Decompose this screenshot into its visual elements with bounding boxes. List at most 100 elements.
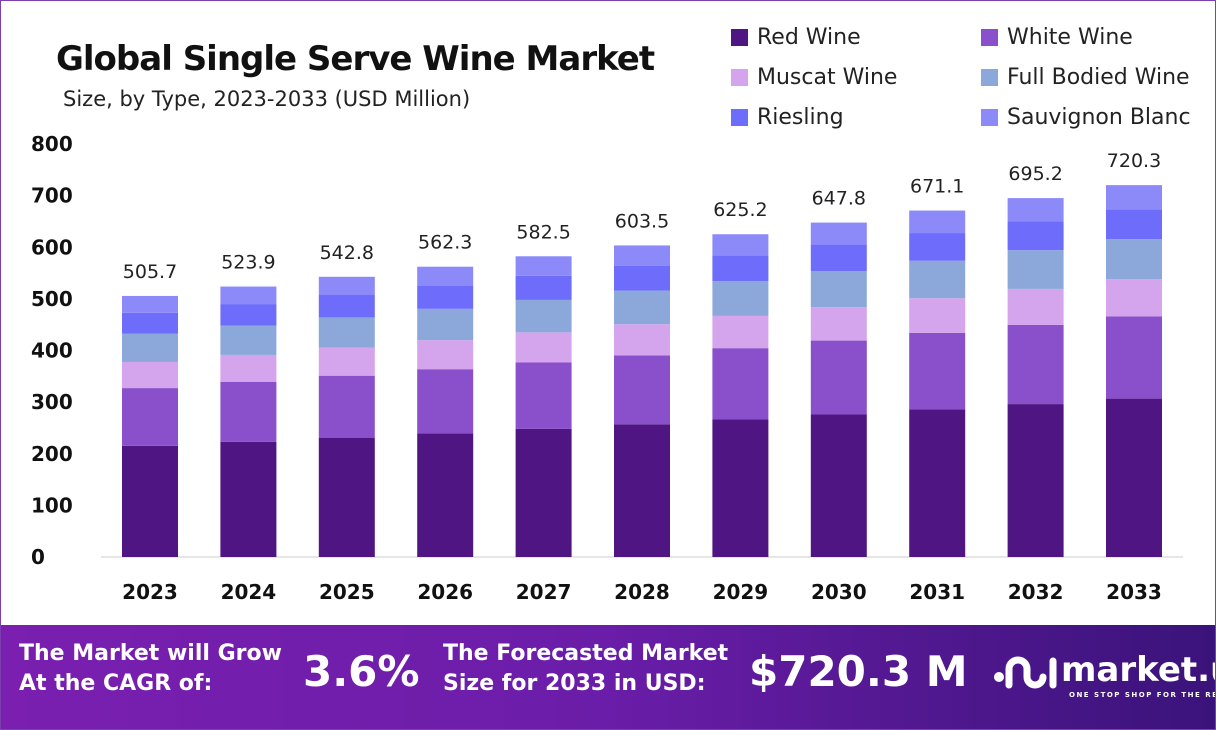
legend-item: Muscat Wine [731, 65, 897, 90]
y-tick-label: 700 [31, 184, 73, 208]
legend-item: White Wine [981, 25, 1133, 50]
bar-segment-full-bodied-wine [417, 308, 474, 341]
bar-segment-white-wine [417, 369, 474, 434]
bar-segment-white-wine [712, 348, 769, 420]
bar-segment-red-wine [220, 441, 277, 557]
y-tick-label: 0 [31, 545, 45, 569]
bar-segment-muscat-wine [417, 340, 474, 370]
bar-segment-white-wine [1106, 316, 1162, 399]
forecast-label-line-1: The Forecasted Market [443, 641, 729, 666]
y-tick-label: 600 [31, 235, 73, 259]
bar-segment-full-bodied-wine [614, 290, 670, 325]
cagr-value: 3.6% [303, 647, 420, 696]
forecast-label-line-2: Size for 2033 in USD: [443, 671, 706, 696]
x-tick-label: 2026 [417, 580, 473, 604]
bar-segment-muscat-wine [1106, 279, 1162, 317]
logo-text: market.us [1061, 650, 1215, 690]
x-tick-label: 2028 [614, 580, 670, 604]
bar-segment-muscat-wine [515, 332, 572, 363]
legend-swatch [981, 29, 998, 46]
x-tick-label: 2032 [1008, 580, 1064, 604]
legend-item: Red Wine [731, 25, 861, 50]
bar-segment-red-wine [1106, 398, 1162, 557]
bar-segment-white-wine [515, 362, 572, 429]
legend-label: Sauvignon Blanc [1007, 105, 1191, 130]
bar-segment-muscat-wine [122, 361, 178, 389]
bar-segment-riesling [1007, 221, 1064, 251]
bar-segment-muscat-wine [614, 324, 670, 356]
bar-segment-riesling [318, 295, 375, 318]
bar-segment-white-wine [810, 340, 867, 415]
bar-segment-muscat-wine [909, 298, 966, 333]
forecast-value: $720.3 M [749, 647, 968, 696]
total-label: 562.3 [418, 232, 472, 254]
legend-swatch [731, 109, 748, 126]
bar-segment-red-wine [614, 424, 670, 557]
bar-segment-sauvignon-blanc [909, 210, 966, 234]
chart-subtitle: Size, by Type, 2023-2033 (USD Million) [63, 87, 471, 111]
footer-banner: The Market will Grow At the CAGR of: 3.6… [1, 625, 1215, 729]
legend-label: Full Bodied Wine [1007, 65, 1190, 90]
bar-segment-riesling [712, 255, 769, 282]
bar-segment-full-bodied-wine [515, 299, 572, 333]
y-tick-label: 800 [31, 132, 73, 156]
bar-segment-riesling [1106, 209, 1162, 240]
bar-segment-white-wine [122, 388, 178, 446]
x-tick-label: 2027 [516, 580, 572, 604]
legend-label: Red Wine [757, 25, 861, 50]
total-label: 505.7 [123, 261, 177, 283]
bar-segment-red-wine [122, 445, 178, 557]
bar-segment-red-wine [810, 414, 867, 557]
x-tick-label: 2033 [1106, 580, 1162, 604]
bar-segment-muscat-wine [810, 307, 867, 341]
legend-swatch [981, 69, 998, 86]
y-tick-label: 300 [31, 390, 73, 414]
bar-segment-sauvignon-blanc [417, 266, 474, 286]
legend-label: Muscat Wine [757, 65, 898, 90]
logo-mark-icon [994, 656, 1057, 689]
total-label: 720.3 [1107, 150, 1161, 172]
x-tick-label: 2023 [122, 580, 178, 604]
legend-swatch [981, 109, 998, 126]
bar-segment-sauvignon-blanc [1106, 185, 1162, 210]
bar-segment-red-wine [712, 419, 769, 557]
bar-segment-full-bodied-wine [318, 317, 375, 348]
bar-segment-full-bodied-wine [1106, 239, 1162, 280]
bar-segment-full-bodied-wine [122, 333, 178, 362]
market-us-logo: market.us ONE STOP SHOP FOR THE REPORTS [991, 647, 1215, 699]
x-tick-label: 2024 [221, 580, 277, 604]
bar-segment-red-wine [515, 428, 572, 557]
legend-item: Riesling [731, 105, 844, 130]
bar-segment-muscat-wine [318, 347, 375, 376]
bar-segment-full-bodied-wine [712, 281, 769, 316]
bar-segment-full-bodied-wine [909, 260, 966, 299]
bar-segment-red-wine [417, 433, 474, 557]
bar-segment-white-wine [318, 375, 375, 438]
legend-swatch [731, 69, 748, 86]
bar-segment-sauvignon-blanc [122, 295, 178, 313]
y-tick-label: 400 [31, 339, 73, 363]
bar-segment-riesling [220, 304, 277, 326]
bar-segment-sauvignon-blanc [614, 245, 670, 266]
bar-segment-muscat-wine [712, 315, 769, 349]
bar-segment-white-wine [1007, 324, 1064, 405]
forecast-label: The Forecasted Market Size for 2033 in U… [443, 639, 728, 699]
legend-item: Sauvignon Blanc [981, 105, 1191, 130]
bar-segment-sauvignon-blanc [318, 276, 375, 296]
bar-segment-riesling [810, 244, 867, 271]
bar-segment-full-bodied-wine [810, 270, 867, 308]
bar-segment-full-bodied-wine [1007, 250, 1064, 289]
cagr-label-line-2: At the CAGR of: [19, 671, 213, 696]
x-tick-label: 2030 [811, 580, 867, 604]
y-tick-label: 100 [31, 493, 73, 517]
bar-segment-riesling [909, 233, 966, 261]
total-label: 582.5 [516, 221, 570, 243]
bar-segment-sauvignon-blanc [712, 234, 769, 256]
bar-segment-red-wine [909, 409, 966, 557]
cagr-label: The Market will Grow At the CAGR of: [19, 639, 282, 699]
legend-label: White Wine [1007, 25, 1133, 50]
chart-plot: 0 100 200 300 400 500 600 700 800 505.7 2023 523.9 2… [31, 132, 1183, 604]
bar-segment-red-wine [1007, 404, 1064, 557]
legend-label: Riesling [757, 105, 844, 130]
